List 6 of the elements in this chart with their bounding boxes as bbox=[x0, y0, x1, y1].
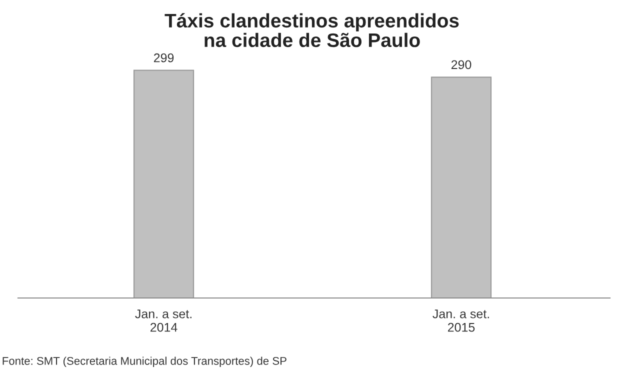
source-note: Fonte: SMT (Secretaria Municipal dos Transportes) de SP bbox=[2, 356, 286, 368]
chart-title: Táxis clandestinos apreendidos na cidade de São Paulo bbox=[164, 13, 459, 48]
x-tick-label: Jan. a set. 2014 bbox=[135, 310, 192, 332]
data-label: 290 bbox=[451, 60, 472, 70]
data-label: 299 bbox=[154, 53, 174, 62]
x-tick-label: Jan. a set. 2015 bbox=[432, 310, 489, 332]
